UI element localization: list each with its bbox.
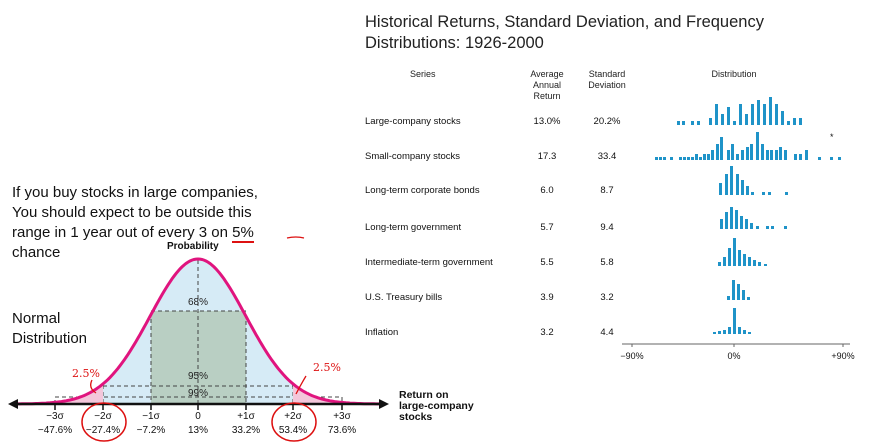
right-tail [293,383,342,404]
sd-long-term-government: 9.4 [600,222,614,233]
label-95: 95% [187,371,208,382]
left-tail [55,383,103,404]
underlined-five-percent: 5% [232,224,254,243]
axis-tick-plus90: +90% [831,351,855,361]
hand-label-left: 2.5% [72,367,100,380]
axis-tick-minus90: −90% [620,351,644,361]
histogram-intermediate-term-government [718,238,767,266]
table-title: Historical Returns, Standard Deviation, … [365,12,835,54]
series-intermediate-term-government: Intermediate-term government [365,257,493,268]
histogram-small-company-stocks [655,132,841,160]
avg-small-company-stocks: 17.3 [537,151,557,162]
hand-label-right: 2.5% [313,361,341,374]
return-value: −27.4% [85,425,121,436]
right-arrow-icon [379,399,389,409]
normal-distribution-label: Normal Distribution [12,310,88,347]
avg-large-company-stocks: 13.0% [533,116,561,127]
header-series: Series [410,69,436,79]
circle-plus2sigma [271,402,317,442]
left-hand-stroke [90,379,97,394]
sigma-label: 0 [195,411,201,422]
title-line-2: Distributions: 1926-2000 [365,34,544,52]
avg-long-term-government: 5.7 [540,222,554,233]
sigma-label: +2σ [284,411,302,422]
histogram-large-company-stocks [677,97,802,125]
label-68: 68% [187,297,208,308]
sigma-label: +3σ [333,411,351,422]
return-value: 13% [187,425,208,436]
return-value: −47.6% [37,425,73,436]
avg-long-term-corporate-bonds: 6.0 [540,185,554,196]
return-value: −7.2% [136,425,166,436]
histogram-long-term-corporate-bonds [719,166,788,195]
return-axis-label: Return on large-company stocks [399,389,474,423]
label-99: 99% [187,388,208,399]
x-ticks [54,404,343,410]
series-large-company-stocks: Large-company stocks [365,116,461,127]
header-distribution: Distribution [711,69,757,79]
annotation-text: If you buy stocks in large companies, Yo… [12,184,258,261]
probability-label: Probability [167,241,219,252]
return-value: 73.6% [327,425,357,436]
sigma-label: −2σ [94,411,112,422]
sd-large-company-stocks: 20.2% [593,116,621,127]
histogram-treasury-bills [727,280,750,300]
left-arrow-icon [8,399,18,409]
normal-curve [12,257,384,406]
sd-inflation: 4.4 [600,327,614,338]
avg-intermediate-term-government: 5.5 [540,257,554,268]
sd-small-company-stocks: 33.4 [597,151,617,162]
right-hand-stroke [295,375,307,395]
series-treasury-bills: U.S. Treasury bills [365,292,443,303]
avg-treasury-bills: 3.9 [540,292,554,303]
histogram-long-term-government [720,207,787,229]
sd-long-term-corporate-bonds: 8.7 [600,185,614,196]
return-value: 33.2% [231,425,261,436]
title-line-1: Historical Returns, Standard Deviation, … [365,13,764,31]
axis-tick-zero: 0% [727,351,741,361]
sd-intermediate-term-government: 5.8 [600,257,614,268]
sigma-label: +1σ [237,411,255,422]
header-average-return: Average Annual Return [530,69,564,101]
series-inflation: Inflation [365,327,399,338]
circle-minus2sigma [81,402,127,442]
return-value: 53.4% [278,425,308,436]
sd-treasury-bills: 3.2 [600,292,614,303]
asterisk-note: * [830,132,834,142]
underline-mark [286,236,305,239]
series-long-term-government: Long-term government [365,222,462,233]
sigma-label: −1σ [142,411,160,422]
series-small-company-stocks: Small-company stocks [365,151,461,162]
histogram-inflation [713,308,751,334]
header-standard-deviation: Standard Deviation [588,69,626,90]
series-long-term-corporate-bonds: Long-term corporate bonds [365,185,480,196]
sigma-label: −3σ [46,411,64,422]
avg-inflation: 3.2 [540,327,554,338]
